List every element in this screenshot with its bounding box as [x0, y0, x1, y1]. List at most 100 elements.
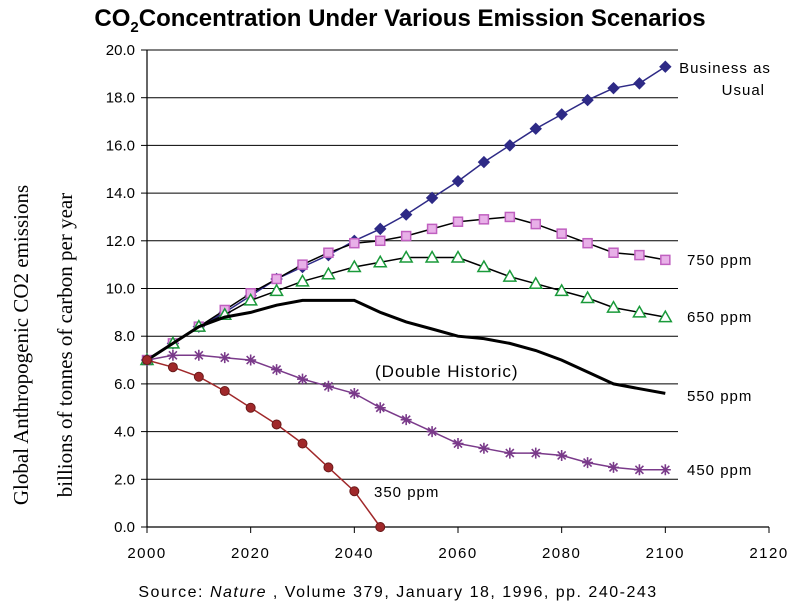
data-point — [348, 387, 360, 399]
data-point — [477, 155, 491, 169]
data-point — [167, 362, 178, 373]
y-tick-labels: 0.0 2.0 4.0 6.0 8.0 10.0 12.0 14.0 16.0 18.0 20.0 — [106, 42, 135, 536]
y-tick-label: 16.0 — [106, 137, 135, 154]
data-point — [450, 249, 466, 263]
data-point — [374, 222, 387, 236]
data-point — [660, 254, 671, 266]
data-point — [554, 283, 569, 297]
data-point — [295, 273, 310, 287]
x-tick-label: 2080 — [542, 545, 581, 562]
data-point — [530, 218, 541, 230]
data-point — [582, 237, 593, 249]
source-rest: , Volume 379, January 18, 1996, pp. 240-… — [267, 584, 658, 601]
data-point — [323, 462, 334, 473]
data-point — [632, 304, 647, 318]
data-point — [582, 457, 594, 469]
source-prefix: Source: — [138, 584, 210, 601]
data-point — [555, 108, 568, 121]
data-point — [478, 214, 490, 225]
data-point — [424, 249, 440, 263]
data-point — [608, 461, 619, 473]
data-point — [323, 247, 334, 258]
data-point — [372, 254, 388, 268]
data-point — [271, 273, 282, 285]
data-point — [529, 122, 542, 135]
x-tick-labels: 2000 2020 2040 2060 2080 2100 2120 — [127, 545, 788, 562]
data-point — [349, 486, 360, 497]
series-label: Usual — [722, 82, 765, 99]
data-point — [452, 438, 464, 450]
data-point — [451, 174, 465, 188]
series-line — [146, 359, 381, 528]
series-label: Business as — [679, 60, 771, 77]
data-point — [581, 93, 594, 107]
gridlines — [147, 49, 678, 480]
chart-title-rest: Concentration Under Various Emission Sce… — [139, 5, 706, 32]
series-label: 650 ppm — [687, 309, 752, 326]
data-point — [634, 249, 645, 261]
data-point — [504, 447, 516, 459]
series-label: 450 ppm — [687, 462, 752, 479]
series-650-ppm — [139, 249, 673, 366]
source-citation: Source: Nature , Volume 379, January 18,… — [138, 584, 657, 601]
series-label: 550 ppm — [687, 388, 752, 405]
data-point — [426, 426, 438, 438]
data-point — [349, 237, 360, 249]
data-point — [556, 449, 568, 461]
x-tick-label: 2120 — [749, 545, 788, 562]
data-point — [476, 259, 492, 273]
y-axis-label-line1: Global Anthropogenic CO2 emissions — [9, 185, 33, 505]
data-point — [322, 380, 334, 392]
data-point — [243, 292, 258, 306]
data-point — [400, 414, 412, 426]
data-point — [502, 269, 518, 282]
data-point — [425, 191, 439, 205]
y-tick-label: 18.0 — [106, 90, 135, 107]
y-tick-label: 2.0 — [114, 471, 135, 488]
data-point — [321, 266, 336, 280]
data-point — [193, 371, 204, 382]
data-point — [659, 60, 672, 73]
data-point — [193, 349, 205, 361]
series-label: 750 ppm — [687, 252, 752, 269]
series-label: 350 ppm — [374, 484, 439, 501]
data-point — [271, 364, 283, 376]
data-point — [556, 228, 567, 239]
y-tick-label: 10.0 — [106, 281, 135, 298]
data-point — [142, 355, 152, 366]
source-journal: Nature — [210, 584, 267, 601]
data-point — [633, 464, 645, 476]
data-point — [245, 402, 256, 413]
data-point — [297, 438, 308, 449]
data-point — [245, 354, 257, 366]
series-350-ppm — [142, 355, 386, 532]
data-point — [400, 230, 412, 242]
data-point — [271, 419, 282, 430]
plot-area — [139, 60, 673, 532]
data-point — [580, 290, 595, 304]
data-point — [375, 235, 386, 247]
y-tick-label: 20.0 — [106, 42, 135, 59]
data-point — [374, 402, 386, 414]
data-point — [219, 352, 231, 364]
data-point — [658, 309, 673, 323]
data-point — [608, 247, 619, 258]
data-point — [347, 259, 362, 273]
x-tick-label: 2040 — [335, 545, 374, 562]
y-tick-label: 12.0 — [106, 233, 135, 250]
axes — [141, 49, 770, 533]
series-550-ppm — [146, 298, 666, 395]
y-tick-label: 0.0 — [114, 519, 135, 536]
chart-title: CO2Concentration Under Various Emission … — [94, 5, 705, 36]
data-point — [167, 349, 179, 361]
y-tick-label: 6.0 — [114, 376, 135, 393]
y-tick-label: 8.0 — [114, 328, 135, 345]
data-point — [504, 211, 516, 223]
series-line — [146, 298, 666, 395]
x-tick-label: 2100 — [646, 545, 685, 562]
data-point — [297, 373, 308, 385]
data-point — [528, 276, 544, 289]
chart-title-subscript: 2 — [130, 19, 138, 36]
x-tick-label: 2060 — [438, 545, 477, 562]
